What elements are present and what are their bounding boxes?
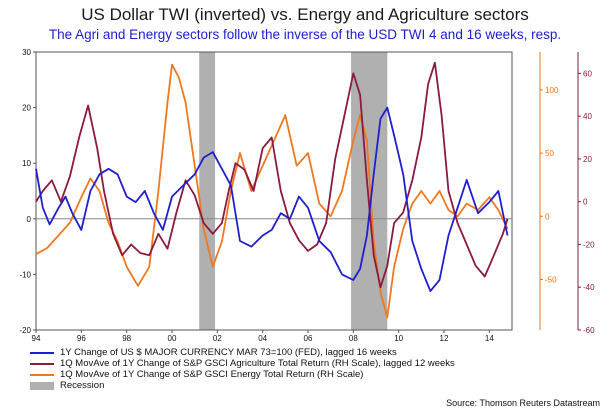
right-axis-energy: -50 0 50 100 (539, 52, 559, 330)
plot-border (35, 51, 513, 331)
series-lines (35, 61, 509, 319)
energy-tick-label-1: 0 (545, 212, 550, 221)
legend-label-2: 1Q MovAve of 1Y Change of S&P GSCI Energ… (60, 369, 364, 380)
legend-item-3: Recession (30, 380, 455, 391)
legend-label-3: Recession (60, 380, 105, 391)
left-axis: -20 -10 0 10 20 30 (19, 48, 36, 335)
x-tick-label-2: 98 (122, 334, 131, 343)
legend-label-1: 1Q MovAve of 1Y Change of S&P GSCI Agric… (60, 358, 455, 369)
legend-item-2: 1Q MovAve of 1Y Change of S&P GSCI Energ… (30, 369, 455, 380)
x-tick-label-8: 10 (394, 334, 403, 343)
legend-item-1: 1Q MovAve of 1Y Change of S&P GSCI Agric… (30, 358, 455, 369)
legend: 1Y Change of US $ MAJOR CURRENCY MAR 73=… (30, 347, 455, 391)
energy-tick-label-0: -50 (545, 275, 557, 284)
energy-tick-label-2: 50 (545, 149, 554, 158)
left-tick-label-0: -20 (19, 326, 31, 335)
agri-tick-label-3: 0 (583, 198, 588, 207)
chart-title: US Dollar TWI (inverted) vs. Energy and … (81, 5, 529, 24)
x-tick-label-9: 12 (440, 334, 449, 343)
x-axis: 94 96 98 00 02 04 06 08 10 12 14 (32, 330, 494, 343)
recession-band-0 (199, 52, 216, 330)
legend-swatch-0 (30, 351, 54, 354)
right-axis-agri: -60 -40 -20 0 20 40 60 (577, 52, 595, 335)
chart-subtitle: The Agri and Energy sectors follow the i… (48, 27, 562, 42)
x-tick-label-0: 94 (32, 334, 41, 343)
x-tick-label-3: 00 (168, 334, 177, 343)
agri-tick-label-5: 40 (583, 112, 592, 121)
series-line-2 (35, 63, 509, 319)
agri-tick-label-1: -40 (583, 283, 595, 292)
left-tick-label-2: 0 (27, 215, 32, 224)
legend-swatch-3 (30, 381, 54, 390)
x-tick-label-5: 04 (258, 334, 267, 343)
agri-tick-label-6: 60 (583, 69, 592, 78)
left-tick-label-1: -10 (19, 270, 31, 279)
x-tick-label-10: 14 (485, 334, 494, 343)
source-note: Source: Thomson Reuters Datastream (446, 398, 600, 408)
x-tick-label-4: 02 (213, 334, 222, 343)
agri-tick-label-2: -20 (583, 240, 595, 249)
x-tick-label-6: 06 (304, 334, 313, 343)
left-tick-label-5: 30 (22, 48, 31, 57)
agri-tick-label-0: -60 (583, 326, 595, 335)
plot-frame (35, 51, 513, 331)
series-line-1 (35, 61, 509, 289)
recession-band-1 (351, 52, 388, 330)
x-tick-label-1: 96 (77, 334, 86, 343)
x-tick-label-7: 08 (349, 334, 358, 343)
left-tick-label-4: 20 (22, 104, 31, 113)
left-tick-label-3: 10 (22, 159, 31, 168)
legend-item-0: 1Y Change of US $ MAJOR CURRENCY MAR 73=… (30, 347, 455, 358)
legend-swatch-1 (30, 362, 54, 365)
legend-swatch-2 (30, 373, 54, 376)
legend-label-0: 1Y Change of US $ MAJOR CURRENCY MAR 73=… (60, 347, 397, 358)
energy-tick-label-3: 100 (545, 86, 559, 95)
series-line-0 (35, 106, 509, 293)
agri-tick-label-4: 20 (583, 155, 592, 164)
